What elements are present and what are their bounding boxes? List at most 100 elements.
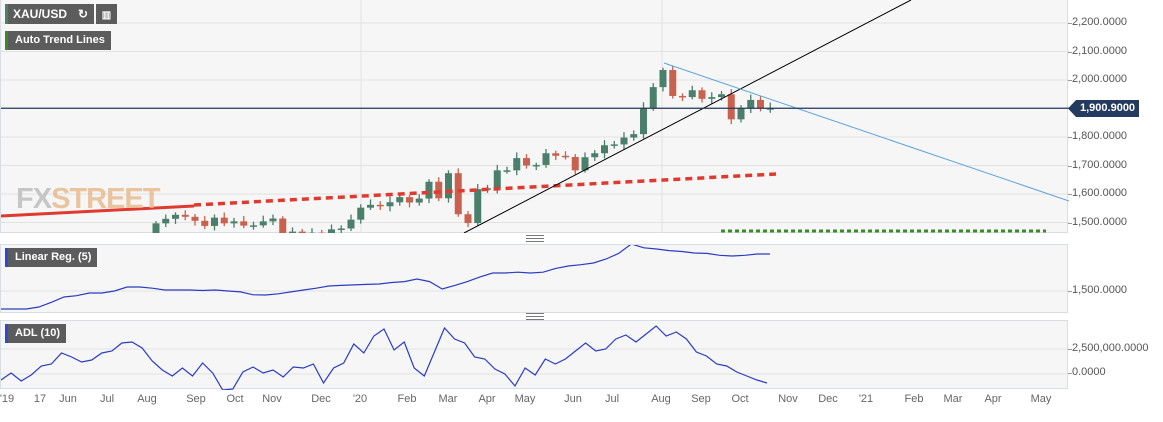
candle-body (367, 204, 374, 208)
candle-body (435, 181, 443, 199)
candle-body (279, 218, 287, 233)
time-axis-label: Jul (604, 393, 620, 405)
candle (649, 83, 657, 111)
candle-body (727, 94, 735, 120)
candle-body (376, 204, 384, 207)
candle-body (562, 155, 569, 158)
linear-reg-line (1, 245, 770, 310)
price-axis-label: 1,700.0000 (1067, 158, 1128, 171)
time-axis-label: '20 (352, 393, 368, 405)
panel-resize-handle[interactable] (526, 313, 544, 320)
candle-body (708, 97, 716, 99)
candle (269, 214, 277, 226)
candle-body (474, 189, 482, 224)
candle (669, 65, 677, 99)
time-axis-label: '19 (0, 393, 15, 405)
candle-body (542, 153, 550, 165)
candle-body (230, 221, 238, 224)
candle (259, 215, 267, 228)
candle-body (649, 87, 657, 108)
adl-axis-label: 0.0000 (1068, 366, 1106, 378)
candle-body (581, 157, 589, 171)
candle-body (396, 197, 404, 203)
candle-body (250, 225, 257, 227)
candle (162, 214, 170, 228)
candle (474, 184, 482, 226)
candle-body (357, 207, 365, 220)
linear-reg-label[interactable]: Linear Reg. (5) (5, 248, 98, 267)
candle-body (454, 173, 462, 215)
candle (337, 225, 345, 233)
fxstreet-watermark: FXSTREET (16, 183, 160, 216)
linear-reg-chart (1, 245, 1069, 310)
linear-reg-panel[interactable] (0, 244, 1069, 313)
candle-body (747, 99, 755, 109)
candle (532, 162, 540, 171)
adl-line (1, 325, 768, 390)
price-axis-label: 1,500.0000 (1067, 215, 1128, 228)
panel-resize-handle[interactable] (526, 235, 544, 242)
candle-body (152, 223, 160, 233)
time-axis-label: Nov (778, 393, 798, 405)
candle (708, 92, 716, 104)
candle-body (464, 214, 472, 224)
candle (464, 211, 472, 228)
candle (757, 96, 764, 112)
time-axis-label: 17 (33, 393, 47, 405)
time-axis-label: Dec (818, 393, 838, 405)
candle (630, 130, 638, 141)
candle-body (640, 107, 647, 135)
candle (279, 216, 287, 233)
price-axis-label: 2,200.0000 (1067, 16, 1128, 28)
time-axis-label: '21 (858, 393, 874, 405)
candle-body (630, 134, 638, 138)
candle-body (211, 217, 218, 226)
candle (747, 94, 755, 114)
chart-bars-icon: ▥ (101, 10, 112, 21)
candle (289, 227, 296, 233)
candle-body (347, 219, 355, 229)
candle (552, 150, 560, 161)
time-axis-label: Mar (438, 393, 458, 405)
support-trendline-projection (193, 172, 777, 207)
candle-body (688, 90, 696, 98)
candle (415, 194, 423, 206)
candle (376, 201, 384, 210)
candle (542, 148, 550, 168)
price-panel[interactable]: FXSTREET (0, 0, 1069, 233)
candle-body (328, 229, 335, 233)
price-chart[interactable] (1, 0, 1069, 233)
time-axis-label: Jul (99, 393, 115, 405)
time-axis-label: Apr (984, 393, 1002, 405)
candle-body (298, 231, 306, 233)
symbol-label[interactable]: XAU/USD (5, 4, 72, 24)
candle (659, 67, 667, 92)
adl-label[interactable]: ADL (10) (5, 324, 67, 343)
candle (308, 228, 316, 233)
support-trendline (1, 204, 195, 218)
candle (172, 212, 179, 224)
candle-body (669, 70, 677, 96)
candle (591, 150, 599, 161)
watermark-street: STREET (51, 183, 160, 215)
chart-type-button[interactable]: ▥ (96, 4, 117, 24)
adl-panel[interactable] (0, 320, 1069, 390)
candle-body (610, 144, 618, 146)
time-axis-label: Feb (397, 393, 417, 405)
candle (571, 154, 579, 175)
refresh-icon: ↻ (77, 7, 89, 21)
candle-body (240, 221, 248, 226)
time-axis-label: Oct (226, 393, 244, 405)
refresh-button[interactable]: ↻ (72, 4, 94, 24)
candle-body (162, 218, 170, 224)
auto-trend-lines-label[interactable]: Auto Trend Lines (5, 31, 111, 50)
candle-body (445, 173, 452, 199)
candle-body (737, 108, 745, 120)
time-axis-label: Sep (186, 393, 206, 405)
candle (425, 179, 433, 204)
candle (201, 215, 209, 230)
candle (727, 89, 735, 125)
candle (679, 93, 686, 102)
candle (211, 214, 218, 231)
time-axis-label: Mar (943, 393, 963, 405)
